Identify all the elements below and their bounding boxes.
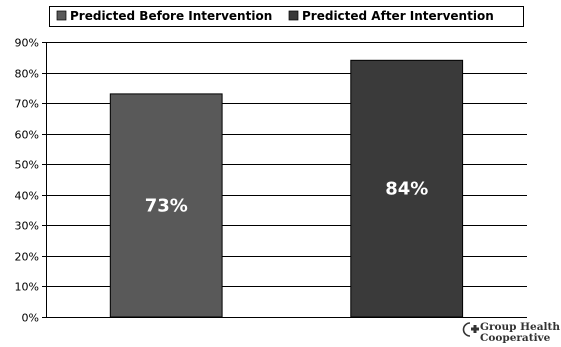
y-tick-label-60: 60% — [15, 129, 39, 142]
legend-box — [49, 6, 524, 27]
group-health-logo: Group Health Cooperative — [462, 321, 560, 344]
legend: Predicted Before Intervention Predicted … — [49, 6, 524, 27]
legend-label-before: Predicted Before Intervention — [70, 9, 272, 23]
y-tick-label-10: 10% — [15, 281, 39, 294]
bar-value-label-before: 73% — [145, 196, 188, 217]
y-tick-label-40: 40% — [15, 190, 39, 203]
y-tick-label-20: 20% — [15, 251, 39, 264]
plus-cross-icon — [462, 322, 479, 337]
logo-text-line2: Cooperative — [480, 332, 551, 344]
y-axis-tick-labels: 0% 10% 20% 30% 40% 50% 60% 70% 80% 90% — [15, 37, 39, 325]
logo-text-line1: Group Health — [480, 321, 560, 333]
y-tick-label-80: 80% — [15, 68, 39, 81]
y-tick-label-0: 0% — [22, 312, 39, 325]
bars: 73% 84% — [109, 59, 464, 318]
legend-label-after: Predicted After Intervention — [302, 9, 494, 23]
y-tick-label-70: 70% — [15, 98, 39, 111]
y-tick-label-90: 90% — [15, 37, 39, 50]
legend-swatch-before — [56, 10, 67, 21]
y-tick-label-30: 30% — [15, 220, 39, 233]
bar-value-label-after: 84% — [385, 179, 428, 200]
y-tick-label-50: 50% — [15, 159, 39, 172]
legend-swatch-after — [288, 10, 299, 21]
